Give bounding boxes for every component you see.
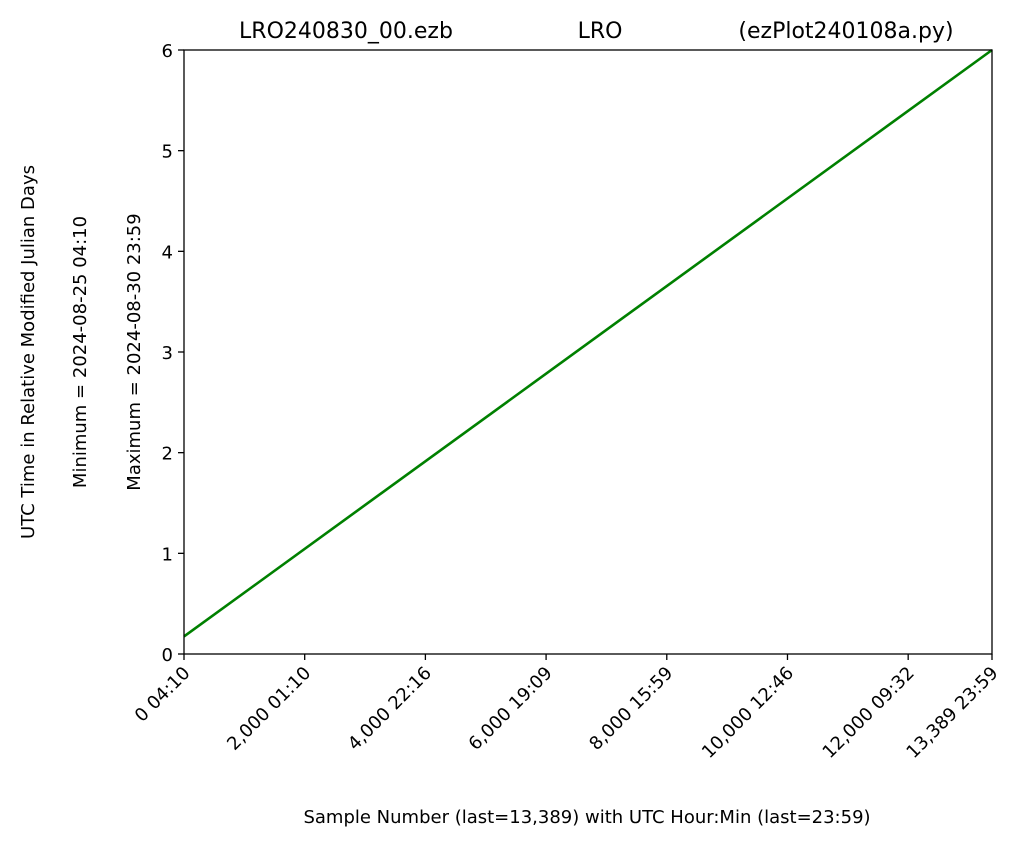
y-tick-label-5: 5 [162,142,173,163]
x-tick-label-2000: 2,000 01:10 [223,663,315,755]
y-tick-label-2: 2 [162,444,173,465]
y-axis-label: UTC Time in Relative Modified Julian Day… [18,165,39,539]
y-tick-label-3: 3 [162,343,173,364]
plot-frame [183,49,993,655]
plot-area: 0 1 2 3 4 5 6 0 04:10 2,000 01:10 4,000 22:16 6,00… [131,41,1003,763]
chart-title-program: (ezPlot240108a.py) [738,19,953,44]
y-axis-maximum-label: Maximum = 2024-08-30 23:59 [124,213,145,490]
x-tick-label-8000: 8,000 15:59 [585,663,677,755]
x-tick-label-10000: 10,000 12:46 [698,663,798,763]
x-tick-label-4000: 4,000 22:16 [344,663,436,755]
chart-title-object: LRO [578,19,623,44]
series-line-0 [183,48,993,638]
x-tick-label-0: 0 04:10 [131,663,195,727]
y-tick-label-6: 6 [162,41,173,62]
chart-title-file: LRO240830_00.ezb [239,19,453,44]
x-tick-label-6000: 6,000 19:09 [465,663,557,755]
y-tick-label-4: 4 [162,242,173,263]
y-axis-minimum-label: Minimum = 2024-08-25 04:10 [70,216,91,488]
y-tick-label-0: 0 [162,645,173,666]
x-axis-label: Sample Number (last=13,389) with UTC Hou… [303,807,870,828]
y-tick-label-1: 1 [162,544,173,565]
